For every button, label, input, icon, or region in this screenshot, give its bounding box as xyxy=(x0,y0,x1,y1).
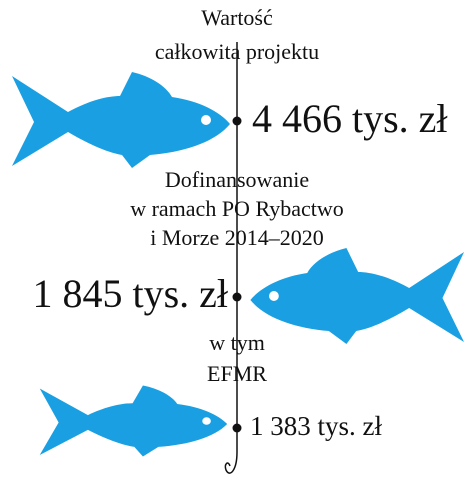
label: w tym xyxy=(209,330,265,355)
amount: 4 466 tys. zł xyxy=(252,96,448,141)
hook xyxy=(225,452,237,473)
fish-large xyxy=(12,72,230,168)
amount: 1 383 tys. zł xyxy=(250,411,382,441)
dot xyxy=(233,117,242,126)
label: i Morze 2014–2020 xyxy=(150,225,324,250)
label: w ramach PO Rybactwo xyxy=(130,196,344,221)
infographic: Wartość całkowita projektu 4 466 tys. zł… xyxy=(0,0,476,484)
fish-small xyxy=(40,385,227,456)
label: Dofinansowanie xyxy=(165,167,309,192)
label: całkowita projektu xyxy=(155,39,319,64)
fish-medium xyxy=(250,248,464,344)
label: Wartość xyxy=(201,5,273,30)
amount: 1 845 tys. zł xyxy=(32,271,228,316)
dot xyxy=(233,424,242,433)
dot xyxy=(233,293,242,302)
label: EFMR xyxy=(207,361,267,386)
